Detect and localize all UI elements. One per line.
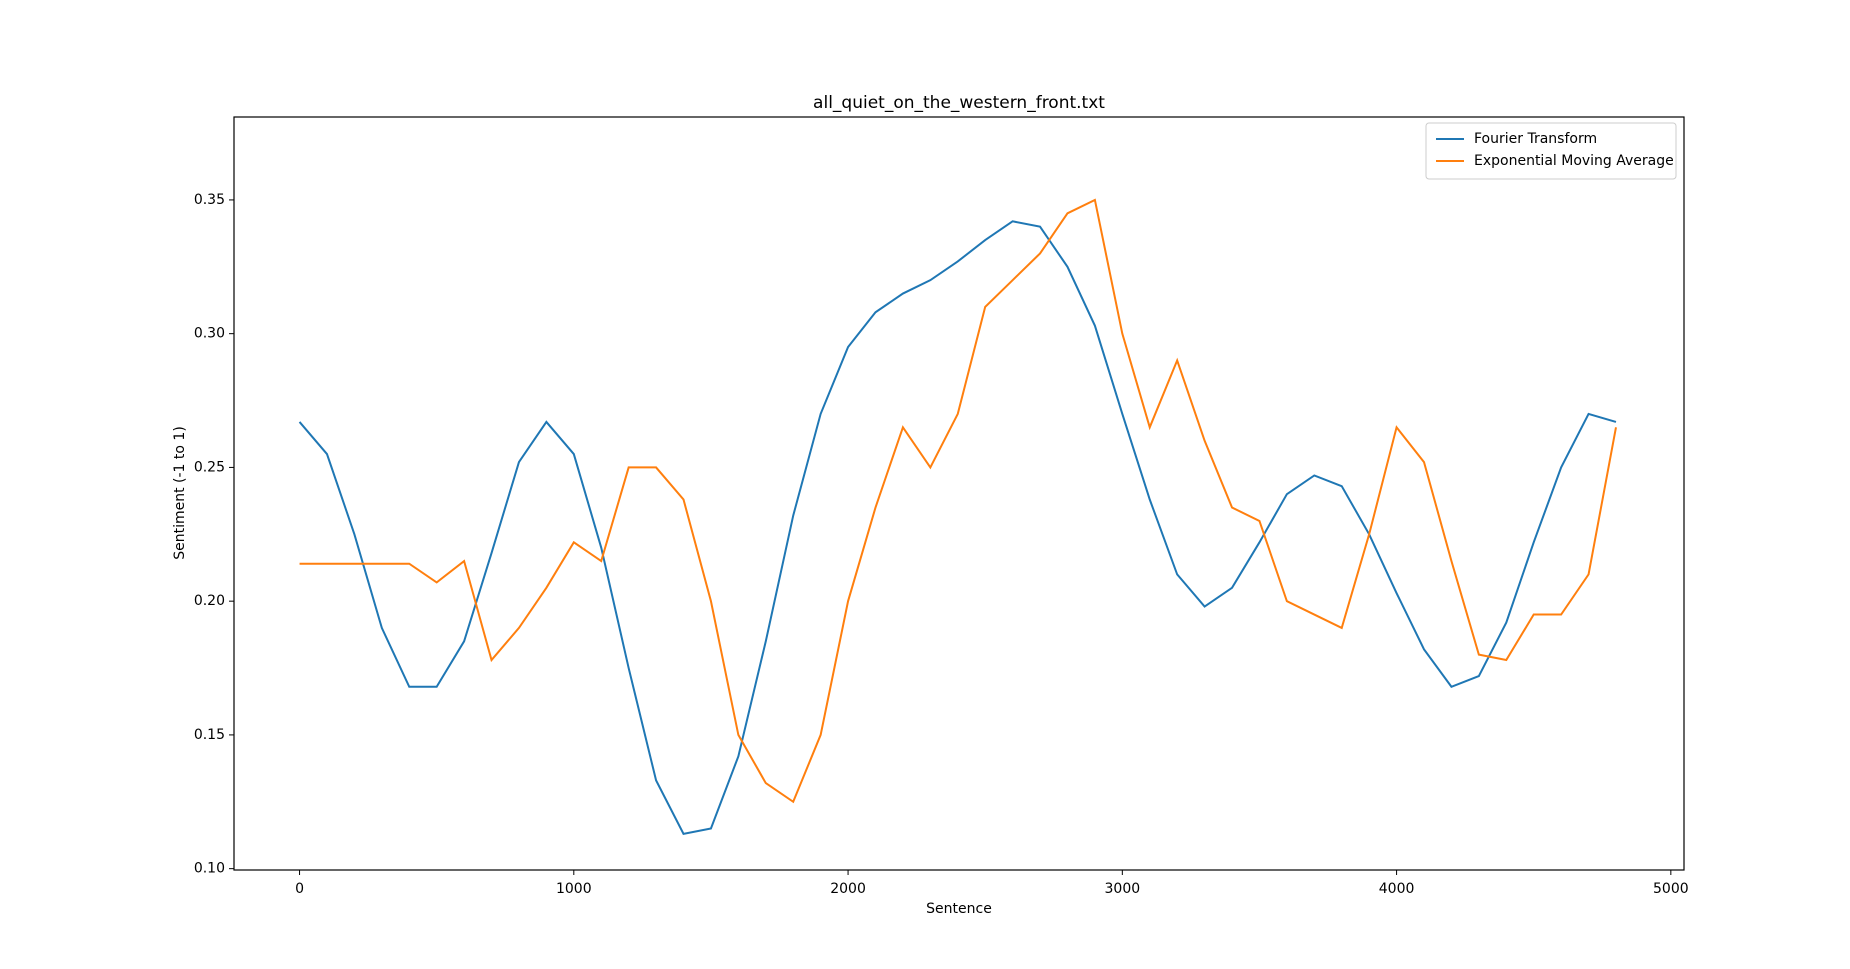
- y-tick-label: 0.30: [194, 326, 225, 342]
- series-line: [299, 198, 1617, 804]
- legend-label: Exponential Moving Average: [1474, 153, 1674, 169]
- series-line: [298, 220, 1617, 836]
- legend-box: [1425, 122, 1677, 180]
- x-tick-label: 5000: [1653, 881, 1689, 897]
- x-tick-label: 2000: [830, 881, 866, 897]
- y-tick-label: 0.10: [194, 861, 225, 877]
- y-tick-label: 0.25: [194, 459, 225, 475]
- plot-frame: [233, 116, 1685, 871]
- x-tick-label: 4000: [1379, 881, 1415, 897]
- x-tick-label: 0: [295, 881, 304, 897]
- legend-label: Fourier Transform: [1474, 131, 1597, 147]
- y-tick-label: 0.15: [194, 727, 225, 743]
- chart-title: all_quiet_on_the_western_front.txt: [813, 93, 1105, 113]
- y-axis-label: Sentiment (-1 to 1): [172, 426, 188, 560]
- x-tick-label: 1000: [556, 881, 592, 897]
- y-tick-label: 0.35: [194, 192, 225, 208]
- x-axis-label: Sentence: [926, 901, 992, 917]
- x-tick-label: 3000: [1105, 881, 1141, 897]
- y-tick-label: 0.20: [194, 593, 225, 609]
